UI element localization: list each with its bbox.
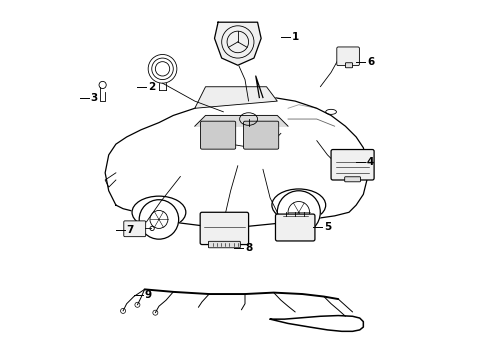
FancyBboxPatch shape xyxy=(275,214,315,241)
Polygon shape xyxy=(215,22,261,65)
Text: 7: 7 xyxy=(126,225,134,235)
FancyBboxPatch shape xyxy=(244,121,279,149)
Text: 1: 1 xyxy=(292,32,299,41)
Polygon shape xyxy=(195,87,277,108)
Ellipse shape xyxy=(272,189,326,221)
FancyBboxPatch shape xyxy=(200,121,236,149)
FancyBboxPatch shape xyxy=(345,63,353,68)
Ellipse shape xyxy=(139,200,179,239)
Text: 3: 3 xyxy=(91,93,98,103)
Text: 8: 8 xyxy=(245,243,252,253)
Polygon shape xyxy=(105,98,367,226)
Text: 6: 6 xyxy=(367,57,374,67)
FancyBboxPatch shape xyxy=(200,212,248,244)
FancyBboxPatch shape xyxy=(337,47,359,66)
Ellipse shape xyxy=(132,196,186,228)
Text: 2: 2 xyxy=(148,82,155,92)
Text: 5: 5 xyxy=(324,222,331,231)
Text: 4: 4 xyxy=(367,157,374,167)
FancyBboxPatch shape xyxy=(344,177,361,182)
Text: 9: 9 xyxy=(145,290,152,300)
FancyBboxPatch shape xyxy=(124,221,146,237)
FancyBboxPatch shape xyxy=(208,241,240,248)
Polygon shape xyxy=(195,116,288,126)
FancyBboxPatch shape xyxy=(331,149,374,180)
Ellipse shape xyxy=(277,191,320,234)
